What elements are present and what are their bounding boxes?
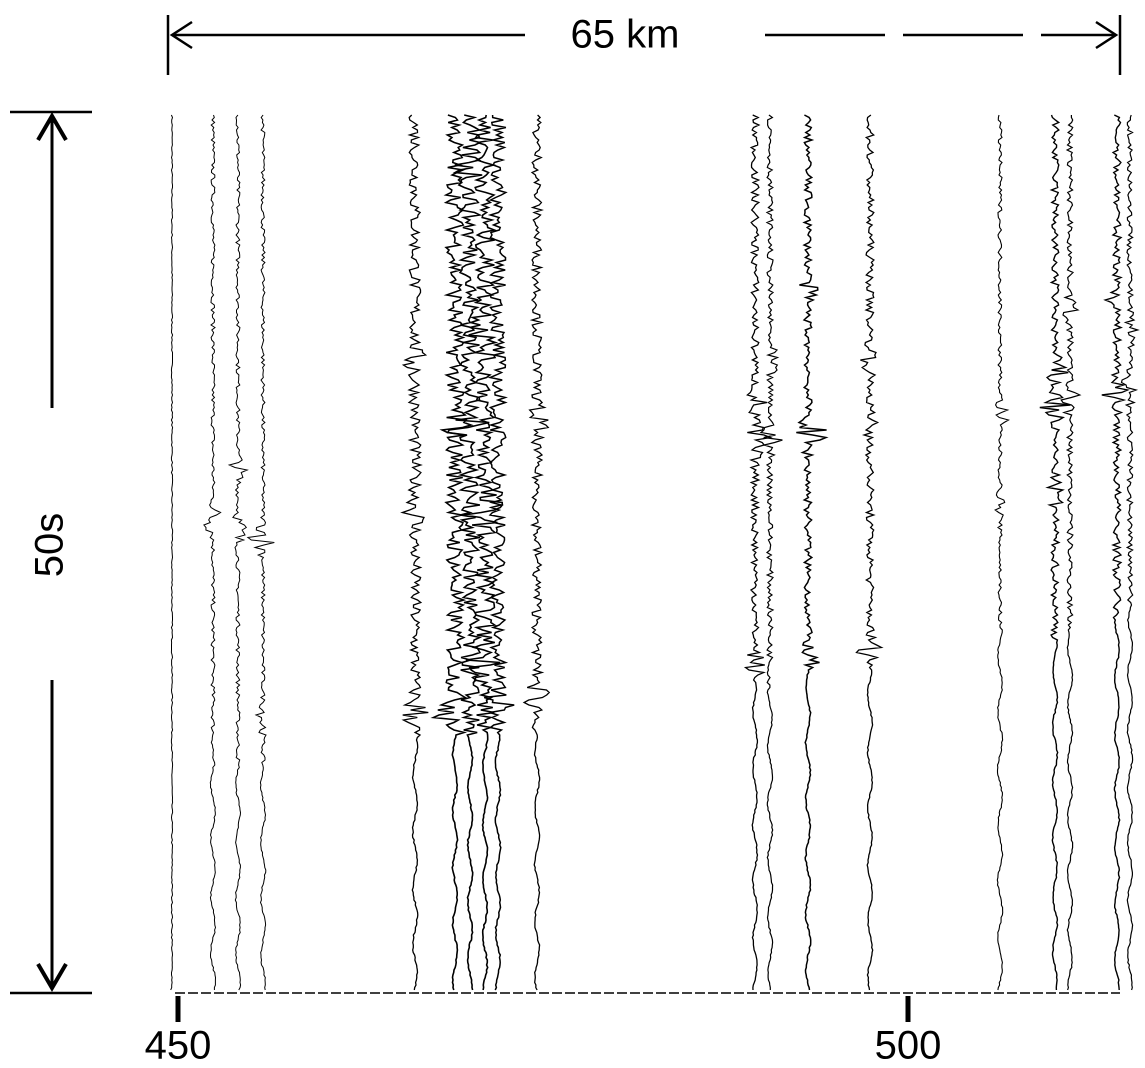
station-label: 450 [145,1024,212,1068]
arrow-head [36,112,68,142]
station-label: 500 [875,1024,942,1068]
seismic-trace [1039,114,1071,991]
seismic-trace [463,114,504,991]
seismic-trace [743,114,773,991]
seismic-trace [203,114,222,990]
time-label: 50s [28,513,72,578]
arrow-head [36,962,68,992]
seismic-trace [246,114,275,991]
seismic-trace [1060,115,1082,991]
seismic-trace [170,114,174,991]
seismic-trace [759,114,783,990]
seismic-trace [483,114,515,991]
seismic-trace [1101,114,1130,991]
scale-bars [10,15,1122,1022]
seismic-trace [446,114,490,991]
seismic-trace [227,114,249,991]
arrow-head [1095,20,1119,50]
seismic-trace [430,114,474,991]
seismic-trace [522,114,551,991]
seismic-trace [994,114,1010,991]
arrow-head [169,20,193,50]
traces [170,114,1140,991]
distance-label: 65 km [571,13,680,57]
seismic-trace [855,114,884,991]
seismic-trace [796,114,829,991]
seismic-trace [1120,114,1140,991]
seismic-trace [400,114,429,991]
